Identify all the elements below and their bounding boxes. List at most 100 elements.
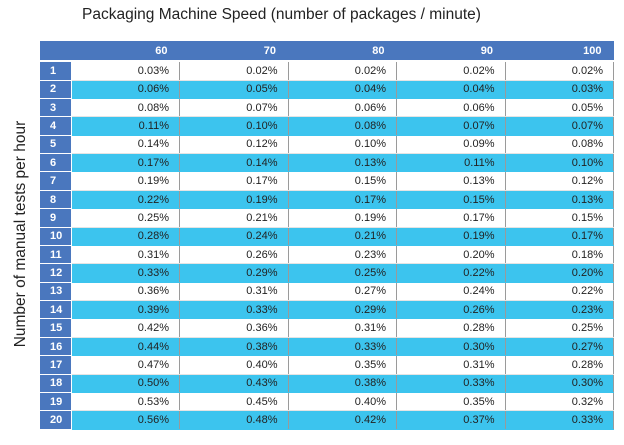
table-cell: 0.15% xyxy=(288,171,397,191)
table-cell: 0.12% xyxy=(179,135,289,155)
table-cell: 0.23% xyxy=(288,245,397,265)
table-cell: 0.48% xyxy=(179,410,289,430)
table-cell: 0.23% xyxy=(505,300,614,320)
table-cell: 0.06% xyxy=(71,80,180,99)
table-cell: 0.39% xyxy=(71,300,180,320)
table-cell: 0.33% xyxy=(396,374,506,393)
table-cell: 0.24% xyxy=(396,282,506,302)
table-cell: 0.07% xyxy=(505,116,614,136)
row-header-20: 20 xyxy=(40,410,72,430)
row-header-6: 6 xyxy=(40,153,72,173)
row-header-2: 2 xyxy=(40,80,72,99)
table-cell: 0.33% xyxy=(505,410,614,430)
table-row: 5 0.14% 0.12% 0.10% 0.09% 0.08% xyxy=(40,135,614,155)
table-cell: 0.40% xyxy=(288,392,397,412)
table-row: 4 0.11% 0.10% 0.08% 0.07% 0.07% xyxy=(40,116,614,136)
column-header-90: 90 xyxy=(396,41,505,62)
table-cell: 0.25% xyxy=(505,318,614,338)
table-cell: 0.03% xyxy=(71,61,180,81)
table-row: 3 0.08% 0.07% 0.06% 0.06% 0.05% xyxy=(40,98,614,118)
table-cell: 0.35% xyxy=(396,392,506,412)
table-cell: 0.29% xyxy=(288,300,397,320)
table-cell: 0.22% xyxy=(505,282,614,302)
table-cell: 0.31% xyxy=(71,245,180,265)
table-cell: 0.45% xyxy=(179,392,289,412)
table-cell: 0.07% xyxy=(179,98,289,118)
table-cell: 0.02% xyxy=(505,61,614,81)
corner-cell xyxy=(40,41,71,62)
table-cell: 0.17% xyxy=(71,153,180,173)
row-header-14: 14 xyxy=(40,300,72,320)
table-row: 1 0.03% 0.02% 0.02% 0.02% 0.02% xyxy=(40,61,614,81)
row-header-1: 1 xyxy=(40,61,72,81)
column-header-70: 70 xyxy=(179,41,288,62)
table-cell: 0.28% xyxy=(505,355,614,375)
table-cell: 0.30% xyxy=(396,337,506,357)
table-cell: 0.31% xyxy=(288,318,397,338)
table-cell: 0.06% xyxy=(396,98,506,118)
table-cell: 0.11% xyxy=(396,153,506,173)
table-cell: 0.12% xyxy=(505,171,614,191)
table-body: 1 0.03% 0.02% 0.02% 0.02% 0.02% 2 0.06% 0.05% 0.0… xyxy=(40,61,614,430)
data-table: 60 70 80 90 100 1 0.03% 0.02% 0.02% 0.02% 0.02% 2 0… xyxy=(40,41,614,430)
row-header-8: 8 xyxy=(40,190,72,210)
column-header-100: 100 xyxy=(505,41,614,62)
table-cell: 0.36% xyxy=(71,282,180,302)
row-axis-label-container: Number of manual tests per hour xyxy=(8,38,34,430)
table-cell: 0.10% xyxy=(288,135,397,155)
table-cell: 0.02% xyxy=(396,61,506,81)
table-cell: 0.19% xyxy=(396,227,506,246)
table-cell: 0.33% xyxy=(288,337,397,357)
row-header-11: 11 xyxy=(40,245,72,265)
table-cell: 0.17% xyxy=(288,190,397,210)
table-row: 17 0.47% 0.40% 0.35% 0.31% 0.28% xyxy=(40,355,614,375)
table-row: 7 0.19% 0.17% 0.15% 0.13% 0.12% xyxy=(40,171,614,191)
column-header-row: 60 70 80 90 100 xyxy=(40,41,614,62)
table-row: 8 0.22% 0.19% 0.17% 0.15% 0.13% xyxy=(40,190,614,210)
table-cell: 0.30% xyxy=(505,374,614,393)
table-row: 14 0.39% 0.33% 0.29% 0.26% 0.23% xyxy=(40,300,614,320)
table-row: 11 0.31% 0.26% 0.23% 0.20% 0.18% xyxy=(40,245,614,265)
column-header-60: 60 xyxy=(71,41,180,62)
table-cell: 0.04% xyxy=(396,80,506,99)
table-cell: 0.13% xyxy=(396,171,506,191)
table-cell: 0.38% xyxy=(179,337,289,357)
table-cell: 0.25% xyxy=(288,263,397,283)
table-cell: 0.33% xyxy=(71,263,180,283)
table-cell: 0.04% xyxy=(288,80,397,99)
table-cell: 0.26% xyxy=(396,300,506,320)
table-cell: 0.42% xyxy=(288,410,397,430)
table-row: 19 0.53% 0.45% 0.40% 0.35% 0.32% xyxy=(40,392,614,412)
table-cell: 0.31% xyxy=(179,282,289,302)
row-header-12: 12 xyxy=(40,263,72,283)
table-cell: 0.21% xyxy=(179,208,289,228)
row-header-10: 10 xyxy=(40,227,72,246)
row-header-5: 5 xyxy=(40,135,72,155)
table-cell: 0.08% xyxy=(71,98,180,118)
row-header-15: 15 xyxy=(40,318,72,338)
row-axis-label: Number of manual tests per hour xyxy=(12,120,29,348)
table-cell: 0.38% xyxy=(288,374,397,393)
chart-title: Packaging Machine Speed (number of packa… xyxy=(82,6,481,23)
table-cell: 0.22% xyxy=(396,263,506,283)
table-row: 18 0.50% 0.43% 0.38% 0.33% 0.30% xyxy=(40,374,614,393)
row-header-18: 18 xyxy=(40,374,72,393)
table-cell: 0.29% xyxy=(179,263,289,283)
table-cell: 0.20% xyxy=(505,263,614,283)
table-row: 10 0.28% 0.24% 0.21% 0.19% 0.17% xyxy=(40,227,614,246)
table-cell: 0.06% xyxy=(288,98,397,118)
table-cell: 0.19% xyxy=(288,208,397,228)
table-cell: 0.14% xyxy=(179,153,289,173)
table-row: 13 0.36% 0.31% 0.27% 0.24% 0.22% xyxy=(40,282,614,302)
table-cell: 0.25% xyxy=(71,208,180,228)
column-header-80: 80 xyxy=(288,41,397,62)
table-cell: 0.53% xyxy=(71,392,180,412)
table-cell: 0.56% xyxy=(71,410,180,430)
table-cell: 0.10% xyxy=(179,116,289,136)
table-cell: 0.15% xyxy=(396,190,506,210)
row-header-16: 16 xyxy=(40,337,72,357)
table-cell: 0.22% xyxy=(71,190,180,210)
table-cell: 0.02% xyxy=(288,61,397,81)
row-header-13: 13 xyxy=(40,282,72,302)
table-row: 12 0.33% 0.29% 0.25% 0.22% 0.20% xyxy=(40,263,614,283)
